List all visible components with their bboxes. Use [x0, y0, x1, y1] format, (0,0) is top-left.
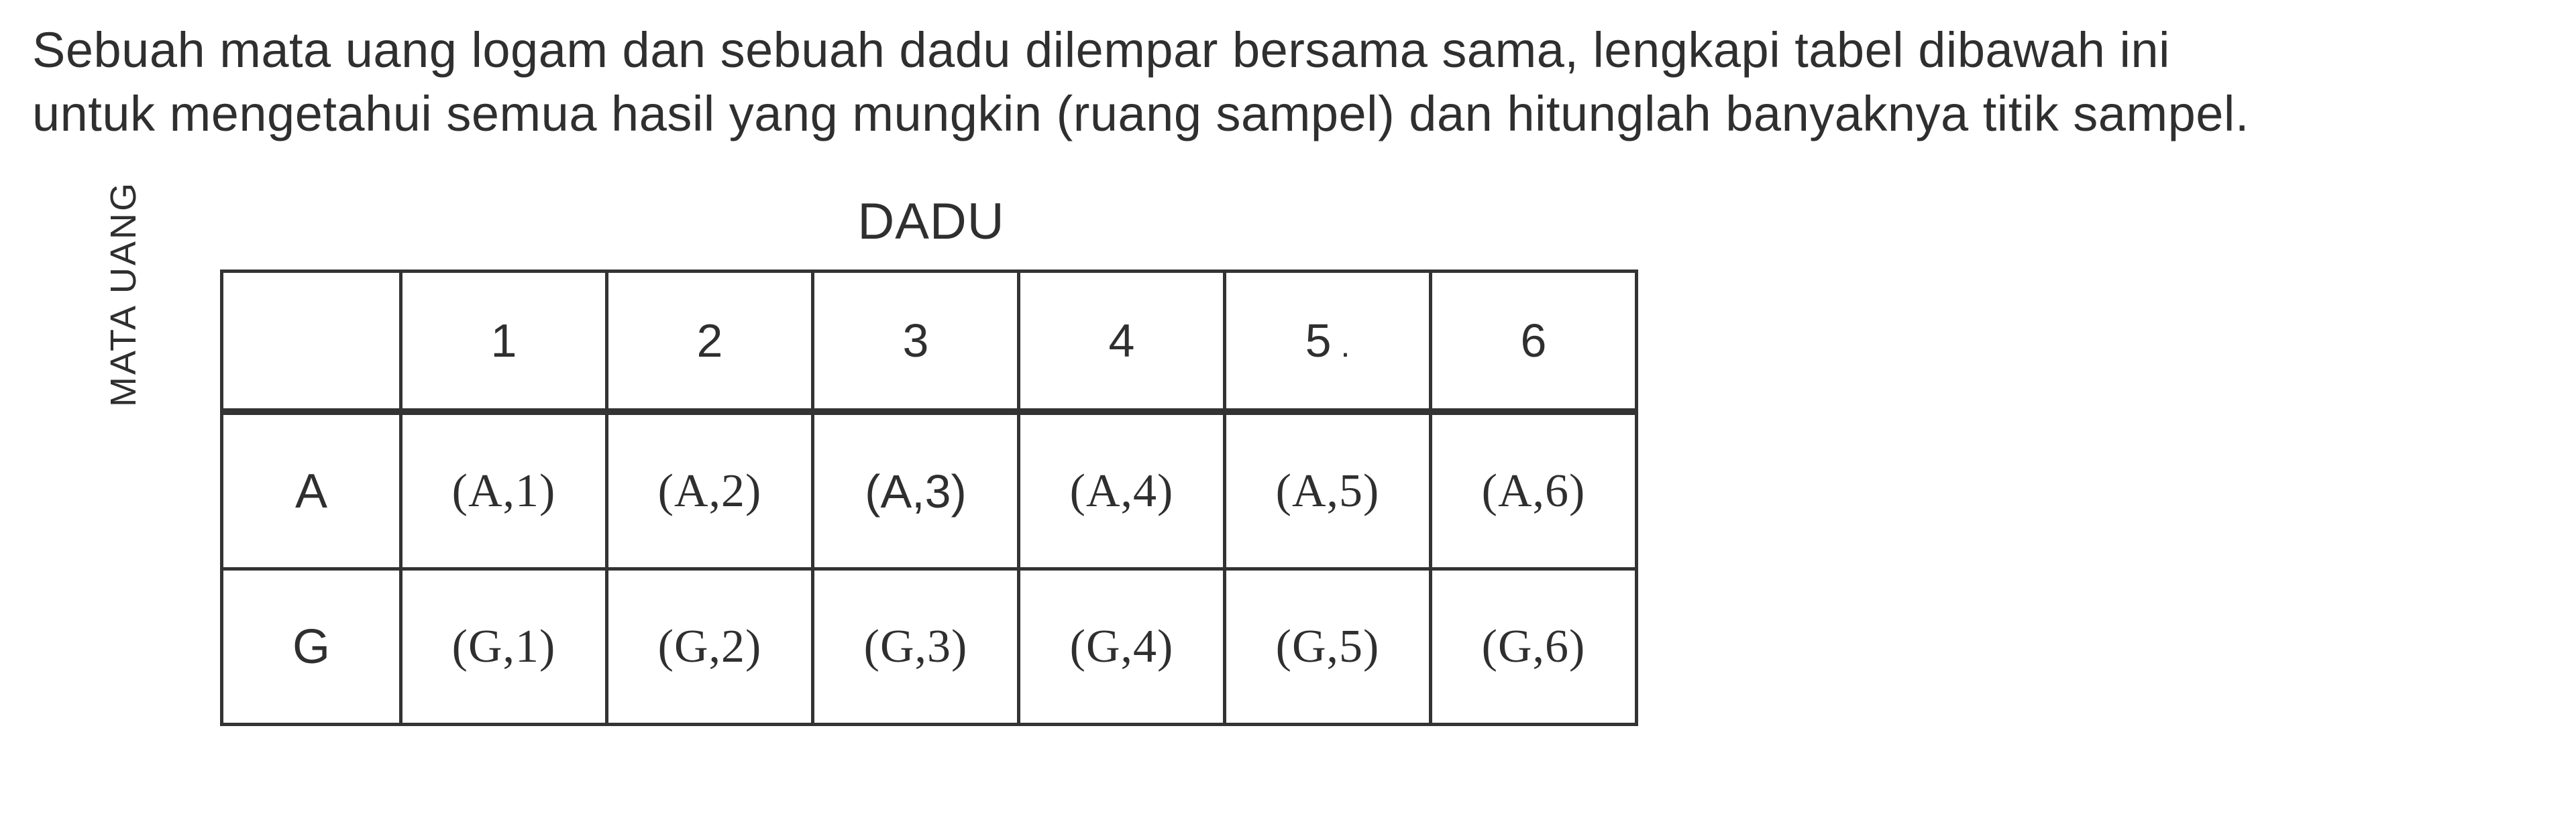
- row-header-G: G: [222, 569, 401, 725]
- table-row: A (A,1) (A,2) (A,3) (A,4) (A,5) (A,6): [222, 412, 1637, 569]
- dadu-label: DADU: [327, 192, 1535, 251]
- cell-G-4: (G,4): [1019, 569, 1225, 725]
- cell-A-2: (A,2): [607, 412, 813, 569]
- table-row: G (G,1) (G,2) (G,3) (G,4) (G,5) (G,6): [222, 569, 1637, 725]
- cell-G-3: (G,3): [813, 569, 1019, 725]
- col-header-2: 2: [607, 272, 813, 412]
- table-header-row: 1 2 3 4 5 6: [222, 272, 1637, 412]
- cell-A-5: (A,5): [1225, 412, 1431, 569]
- page: Sebuah mata uang logam dan sebuah dadu d…: [0, 0, 2576, 726]
- question-text: Sebuah mata uang logam dan sebuah dadu d…: [32, 19, 2544, 145]
- question-line-2: untuk mengetahui semua hasil yang mungki…: [32, 82, 2544, 146]
- col-header-6: 6: [1431, 272, 1637, 412]
- mata-uang-label: MATA UANG: [103, 181, 144, 407]
- row-header-A: A: [222, 412, 401, 569]
- col-header-5: 5: [1225, 272, 1431, 412]
- sample-space-table: 1 2 3 4 5 6 A (A,1) (A,2) (A,3) (A,4) (A…: [220, 270, 1638, 726]
- table-area: DADU MATA UANG 1 2 3 4 5 6 A (A,1): [193, 192, 1669, 726]
- col-header-4: 4: [1019, 272, 1225, 412]
- cell-G-5: (G,5): [1225, 569, 1431, 725]
- mata-uang-label-wrap: MATA UANG: [103, 181, 144, 407]
- cell-G-1: (G,1): [401, 569, 607, 725]
- cell-A-1: (A,1): [401, 412, 607, 569]
- col-header-1: 1: [401, 272, 607, 412]
- cell-A-3: (A,3): [813, 412, 1019, 569]
- header-blank: [222, 272, 401, 412]
- cell-A-4: (A,4): [1019, 412, 1225, 569]
- cell-G-2: (G,2): [607, 569, 813, 725]
- cell-A-6: (A,6): [1431, 412, 1637, 569]
- question-line-1: Sebuah mata uang logam dan sebuah dadu d…: [32, 19, 2544, 82]
- col-header-3: 3: [813, 272, 1019, 412]
- cell-G-6: (G,6): [1431, 569, 1637, 725]
